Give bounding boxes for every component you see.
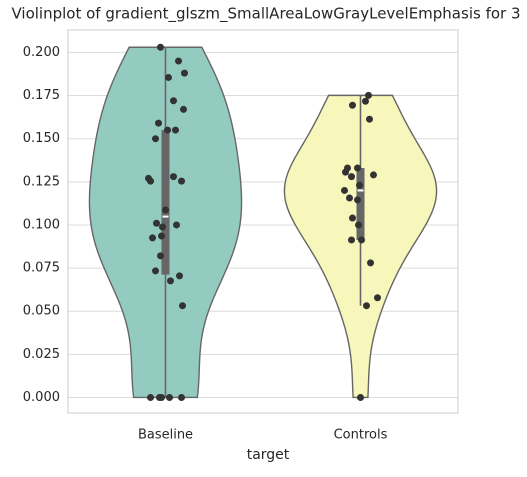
- point: [157, 43, 164, 51]
- point: [374, 294, 381, 302]
- y-tick-label: 0.000: [23, 390, 60, 405]
- point: [158, 393, 165, 401]
- box: [161, 130, 170, 275]
- point: [366, 115, 373, 123]
- point: [164, 126, 171, 134]
- point: [349, 214, 356, 222]
- point: [365, 91, 372, 99]
- point: [355, 221, 362, 229]
- point: [363, 302, 370, 310]
- point: [348, 236, 355, 244]
- point: [157, 252, 164, 260]
- point: [153, 219, 160, 227]
- y-tick-label: 0.100: [23, 217, 60, 232]
- point: [152, 267, 159, 275]
- point: [167, 277, 174, 285]
- point: [349, 101, 356, 109]
- chart-title: Violinplot of gradient_glszm_SmallAreaLo…: [11, 5, 520, 24]
- y-tick-label: 0.175: [23, 88, 60, 103]
- point: [346, 194, 353, 202]
- point: [172, 126, 179, 134]
- point: [178, 393, 185, 401]
- point: [170, 97, 177, 105]
- point: [362, 97, 369, 105]
- point: [149, 234, 156, 242]
- point: [147, 177, 154, 185]
- point: [342, 168, 349, 176]
- point: [175, 57, 182, 65]
- x-tick-label: Baseline: [138, 428, 193, 443]
- point: [356, 181, 363, 189]
- y-tick-label: 0.075: [23, 261, 60, 276]
- x-tick-label: Controls: [334, 428, 388, 443]
- point: [178, 177, 185, 185]
- point: [176, 272, 183, 280]
- point: [155, 119, 162, 127]
- point: [179, 302, 186, 310]
- x-axis-label: target: [247, 447, 290, 463]
- point: [357, 393, 364, 401]
- point: [152, 135, 159, 143]
- point: [348, 173, 355, 181]
- point: [358, 236, 365, 244]
- point: [354, 196, 361, 204]
- point: [367, 259, 374, 267]
- y-tick-label: 0.200: [23, 45, 60, 60]
- plot-frame: [67, 29, 459, 414]
- point: [165, 73, 172, 81]
- point: [147, 393, 154, 401]
- point: [341, 186, 348, 194]
- point: [162, 206, 169, 214]
- point: [173, 221, 180, 229]
- y-tick-label: 0.050: [23, 304, 60, 319]
- y-tick-label: 0.025: [23, 347, 60, 362]
- point: [180, 105, 187, 113]
- y-tick-label: 0.125: [23, 174, 60, 189]
- y-tick-label: 0.150: [23, 131, 60, 146]
- point: [159, 223, 166, 231]
- point: [181, 69, 188, 77]
- point: [158, 232, 165, 240]
- point: [170, 173, 177, 181]
- point: [166, 393, 173, 401]
- point: [370, 171, 377, 179]
- box: [356, 168, 365, 240]
- point: [354, 164, 361, 172]
